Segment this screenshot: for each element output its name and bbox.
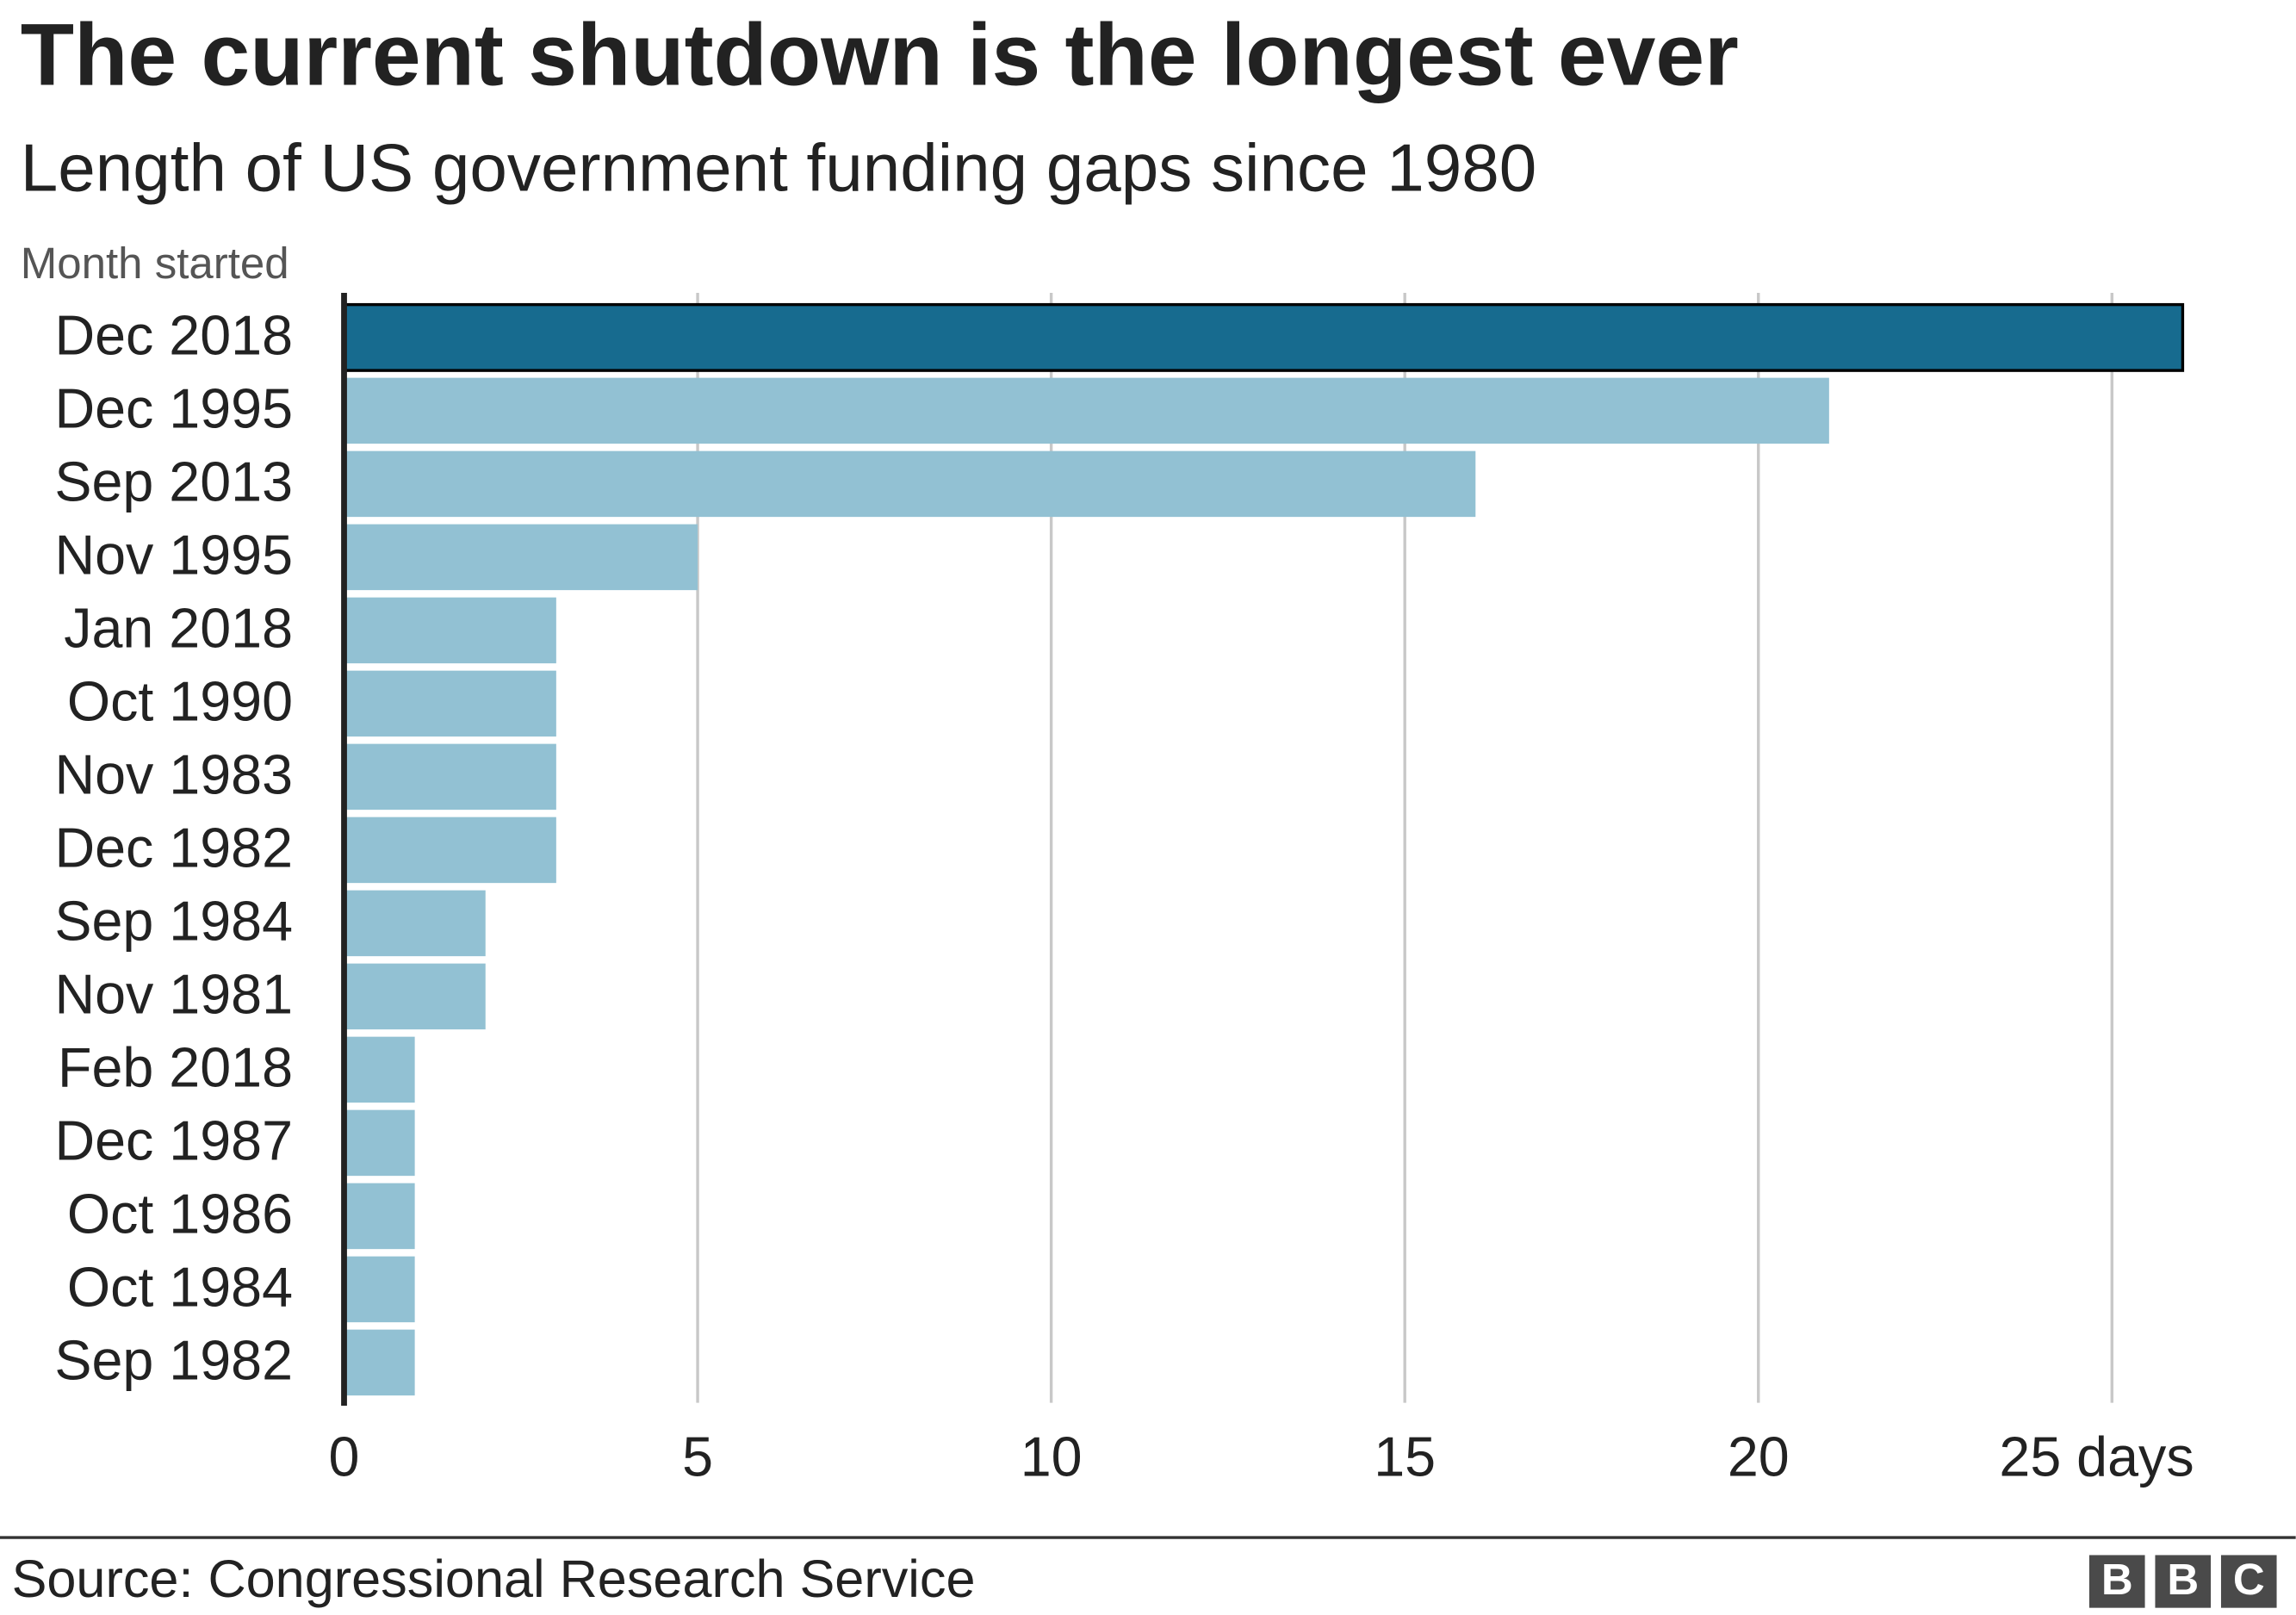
logo-letter: B <box>2101 1555 2133 1604</box>
y-tick-label: Jan 2018 <box>64 597 293 659</box>
y-tick-label: Nov 1983 <box>54 743 293 805</box>
bar <box>344 1256 415 1323</box>
bar <box>342 302 2185 372</box>
logo-letter: B <box>2167 1555 2199 1604</box>
bar <box>344 450 1476 518</box>
y-tick-label: Dec 1982 <box>54 817 293 879</box>
x-tick-label: 20 <box>1728 1426 1790 1488</box>
chart-title: The current shutdown is the longest ever <box>21 5 1739 103</box>
x-tick-label: 0 <box>329 1426 360 1488</box>
chart-subtitle: Length of US government funding gaps sin… <box>21 129 1536 205</box>
bar <box>344 890 486 957</box>
bar <box>344 670 556 737</box>
y-tick-label: Oct 1986 <box>67 1183 293 1245</box>
y-tick-label: Oct 1990 <box>67 670 293 732</box>
y-tick-label: Nov 1981 <box>54 964 293 1026</box>
bar <box>344 377 1829 444</box>
bar <box>344 1109 415 1177</box>
y-tick-label: Sep 1982 <box>54 1330 293 1392</box>
logo-box <box>2220 1555 2277 1608</box>
bar <box>344 817 556 884</box>
y-tick-label: Sep 2013 <box>54 450 293 512</box>
y-tick-label: Oct 1984 <box>67 1257 293 1319</box>
logo-box <box>2155 1555 2212 1608</box>
logo-box <box>2088 1555 2145 1608</box>
x-tick-label: 15 <box>1374 1426 1436 1488</box>
source: Source: Congressional Research Service <box>12 1550 976 1608</box>
x-tick-label: 10 <box>1021 1426 1083 1488</box>
bar <box>344 1036 415 1103</box>
y-tick-label: Sep 1984 <box>54 891 293 953</box>
bar <box>344 963 486 1030</box>
bar <box>344 743 556 811</box>
y-tick-label: Feb 2018 <box>58 1037 293 1099</box>
bar <box>344 524 698 591</box>
x-tick-label: 5 <box>682 1426 713 1488</box>
y-tick-label: Dec 1987 <box>54 1110 293 1172</box>
x-tick-label: 25 days <box>1999 1426 2194 1488</box>
y-tick-label: Nov 1995 <box>54 524 293 586</box>
logo-letter: C <box>2233 1555 2265 1604</box>
y-tick-label: Dec 2018 <box>54 304 293 366</box>
axis-label: Month started <box>21 239 289 288</box>
bar <box>344 1183 415 1250</box>
bar <box>344 597 556 664</box>
y-tick-label: Dec 1995 <box>54 377 293 439</box>
bar <box>344 1329 415 1396</box>
